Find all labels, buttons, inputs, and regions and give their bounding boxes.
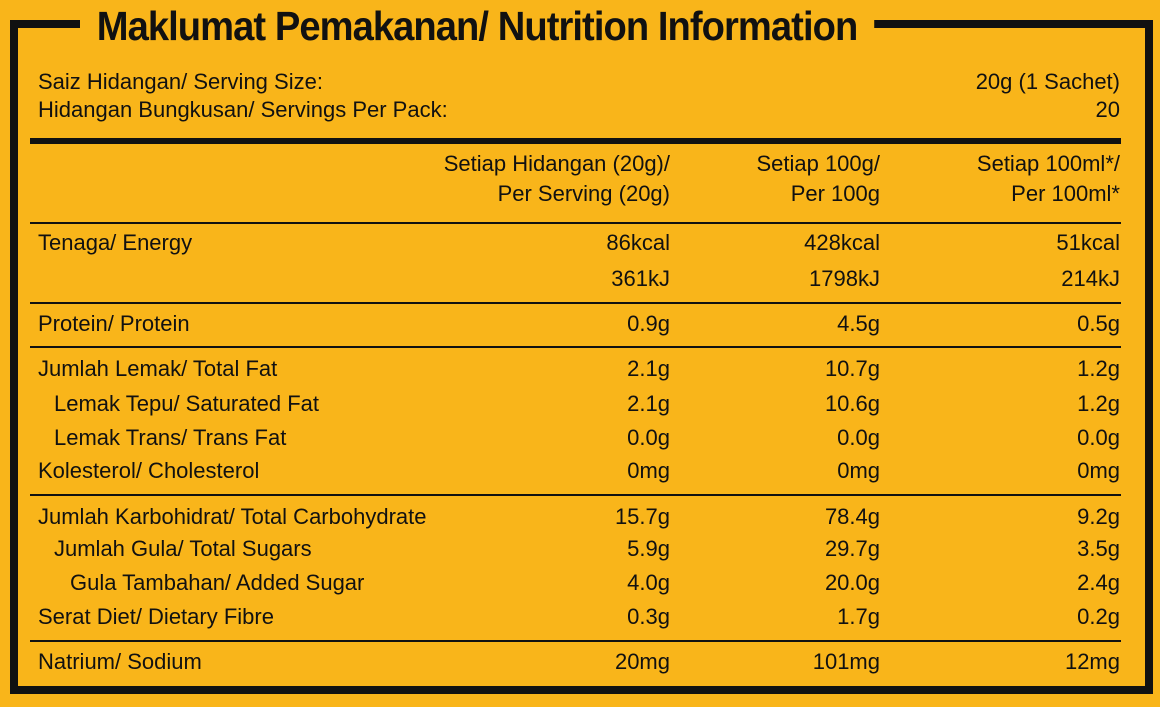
- value-per-100ml: 0.5g: [1077, 311, 1120, 336]
- nutrient-label: Jumlah Gula/ Total Sugars: [54, 536, 312, 561]
- value-per-100ml: 0.0g: [1077, 425, 1120, 450]
- value-per-100g: 1.7g: [837, 604, 880, 629]
- value-per-100g: 101mg: [812, 649, 880, 674]
- nutrient-label: Kolesterol/ Cholesterol: [38, 458, 260, 483]
- divider: [30, 640, 1121, 642]
- nutrient-label: Jumlah Karbohidrat/ Total Carbohydrate: [38, 504, 427, 529]
- nutrient-label: Serat Diet/ Dietary Fibre: [38, 604, 274, 629]
- servings-per-pack-label: Hidangan Bungkusan/ Servings Per Pack:: [38, 97, 448, 122]
- energy-kj-100g: 1798kJ: [809, 266, 880, 291]
- value-per-serving: 0.9g: [627, 311, 670, 336]
- value-per-serving: 2.1g: [627, 356, 670, 381]
- nutrient-label: Jumlah Lemak/ Total Fat: [38, 356, 278, 381]
- nutrient-label: Lemak Tepu/ Saturated Fat: [54, 391, 319, 416]
- value-per-100g: 4.5g: [837, 311, 880, 336]
- value-per-serving: 5.9g: [627, 536, 670, 561]
- value-per-serving: 15.7g: [614, 504, 670, 529]
- column-header-per-100ml: Setiap 100ml*/: [976, 151, 1120, 176]
- servings-per-pack-value: 20: [1095, 97, 1120, 122]
- value-per-serving: 4.0g: [627, 570, 670, 595]
- energy-kcal-100g: 428kcal: [804, 230, 880, 255]
- divider: [30, 302, 1121, 304]
- divider: [30, 222, 1121, 224]
- energy-kcal-100ml: 51kcal: [1056, 230, 1120, 255]
- column-header-per-serving-en: Per Serving (20g): [497, 181, 670, 206]
- energy-kcal-serving: 86kcal: [606, 230, 670, 255]
- value-per-100g: 10.7g: [824, 356, 880, 381]
- value-per-serving: 0.3g: [627, 604, 670, 629]
- serving-size-value: 20g (1 Sachet): [975, 69, 1120, 94]
- column-header-per-100g: Setiap 100g/: [756, 151, 880, 176]
- value-per-serving: 0mg: [627, 458, 670, 483]
- value-per-serving: 2.1g: [627, 391, 670, 416]
- value-per-100ml: 2.4g: [1077, 570, 1120, 595]
- serving-size-label: Saiz Hidangan/ Serving Size:: [38, 69, 323, 94]
- value-per-100g: 78.4g: [824, 504, 880, 529]
- nutrient-label: Gula Tambahan/ Added Sugar: [70, 570, 365, 595]
- energy-kj-100ml: 214kJ: [1061, 266, 1120, 291]
- value-per-100ml: 1.2g: [1077, 356, 1120, 381]
- value-per-100ml: 1.2g: [1077, 391, 1120, 416]
- divider: [30, 346, 1121, 348]
- value-per-100g: 20.0g: [824, 570, 880, 595]
- column-header-per-serving: Setiap Hidangan (20g)/: [443, 151, 670, 176]
- value-per-100ml: 0mg: [1077, 458, 1120, 483]
- value-per-100ml: 9.2g: [1077, 504, 1120, 529]
- nutrient-label: Protein/ Protein: [38, 311, 190, 336]
- value-per-100g: 0.0g: [837, 425, 880, 450]
- column-header-per-100ml-en: Per 100ml*: [1011, 181, 1120, 206]
- value-per-100ml: 0.2g: [1077, 604, 1120, 629]
- value-per-100ml: 12mg: [1064, 649, 1120, 674]
- nutrient-label: Natrium/ Sodium: [38, 649, 202, 674]
- value-per-100ml: 3.5g: [1077, 536, 1120, 561]
- value-per-100g: 0mg: [837, 458, 880, 483]
- value-per-100g: 10.6g: [824, 391, 880, 416]
- divider: [30, 494, 1121, 496]
- energy-kj-serving: 361kJ: [611, 266, 670, 291]
- value-per-serving: 20mg: [614, 649, 670, 674]
- value-per-100g: 29.7g: [824, 536, 880, 561]
- nutrient-label: Lemak Trans/ Trans Fat: [54, 425, 287, 450]
- value-per-serving: 0.0g: [627, 425, 670, 450]
- column-header-per-100g-en: Per 100g: [790, 181, 880, 206]
- divider-thick: [30, 138, 1121, 144]
- label-title: Maklumat Pemakanan/ Nutrition Informatio…: [80, 2, 875, 50]
- energy-label: Tenaga/ Energy: [38, 230, 193, 255]
